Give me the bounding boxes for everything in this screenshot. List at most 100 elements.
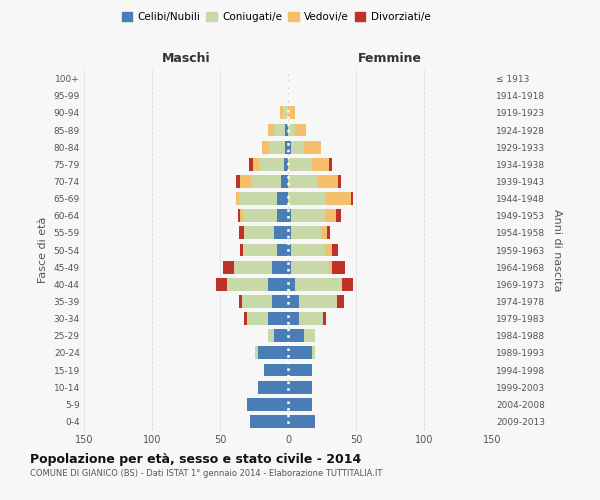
Bar <box>288 244 291 256</box>
Bar <box>272 260 288 274</box>
Bar <box>258 380 288 394</box>
Bar <box>288 158 313 170</box>
Bar <box>288 415 315 428</box>
Bar <box>256 346 258 360</box>
Bar <box>244 226 274 239</box>
Y-axis label: Fasce di età: Fasce di età <box>38 217 48 283</box>
Bar <box>253 158 259 170</box>
Bar <box>328 226 330 239</box>
Bar <box>288 295 299 308</box>
Bar <box>272 295 288 308</box>
Bar <box>291 140 304 153</box>
Bar <box>284 158 288 170</box>
Bar <box>277 244 288 256</box>
Bar <box>243 210 277 222</box>
Bar <box>299 295 337 308</box>
Bar <box>268 124 274 136</box>
Bar <box>259 158 284 170</box>
Bar <box>268 278 288 290</box>
Bar <box>238 210 241 222</box>
Bar <box>250 415 288 428</box>
Bar <box>291 226 320 239</box>
Bar <box>343 278 353 290</box>
Bar <box>338 175 341 188</box>
Bar <box>288 330 304 342</box>
Bar <box>285 124 288 136</box>
Bar <box>233 260 272 274</box>
Bar <box>268 330 274 342</box>
Bar <box>283 106 288 120</box>
Bar <box>262 140 269 153</box>
Bar <box>288 210 291 222</box>
Bar <box>277 192 288 205</box>
Y-axis label: Anni di nascita: Anni di nascita <box>552 209 562 291</box>
Bar <box>281 175 288 188</box>
Bar <box>320 226 328 239</box>
Bar <box>295 124 305 136</box>
Text: Popolazione per età, sesso e stato civile - 2014: Popolazione per età, sesso e stato civil… <box>30 452 361 466</box>
Bar <box>244 312 247 325</box>
Bar <box>247 398 288 410</box>
Bar <box>288 398 313 410</box>
Bar <box>223 260 233 274</box>
Bar <box>291 260 329 274</box>
Bar <box>268 312 288 325</box>
Bar <box>326 192 350 205</box>
Bar <box>236 192 239 205</box>
Bar <box>288 106 295 120</box>
Bar <box>263 364 288 376</box>
Bar <box>304 140 320 153</box>
Bar <box>288 124 295 136</box>
Text: Maschi: Maschi <box>161 52 211 65</box>
Bar <box>291 244 325 256</box>
Bar <box>288 140 291 153</box>
Bar <box>304 330 315 342</box>
Bar <box>323 312 326 325</box>
Bar <box>335 210 341 222</box>
Bar <box>236 175 241 188</box>
Bar <box>288 175 318 188</box>
Bar <box>318 175 338 188</box>
Bar <box>337 295 344 308</box>
Bar <box>239 226 244 239</box>
Bar <box>242 295 272 308</box>
Bar <box>325 210 335 222</box>
Text: Femmine: Femmine <box>358 52 422 65</box>
Bar <box>299 312 323 325</box>
Bar <box>227 278 268 290</box>
Bar <box>313 346 315 360</box>
Bar <box>241 175 251 188</box>
Bar <box>288 346 313 360</box>
Bar <box>247 312 268 325</box>
Bar <box>274 330 288 342</box>
Bar <box>239 295 242 308</box>
Bar <box>248 158 253 170</box>
Legend: Celibi/Nubili, Coniugati/e, Vedovi/e, Divorziati/e: Celibi/Nubili, Coniugati/e, Vedovi/e, Di… <box>118 8 434 26</box>
Bar <box>243 244 277 256</box>
Text: COMUNE DI GIANICO (BS) - Dati ISTAT 1° gennaio 2014 - Elaborazione TUTTITALIA.IT: COMUNE DI GIANICO (BS) - Dati ISTAT 1° g… <box>30 469 382 478</box>
Bar <box>216 278 227 290</box>
Bar <box>332 244 338 256</box>
Bar <box>288 226 291 239</box>
Bar <box>329 260 332 274</box>
Bar <box>291 210 325 222</box>
Bar <box>288 364 313 376</box>
Bar <box>239 192 277 205</box>
Bar <box>288 380 313 394</box>
Bar <box>325 244 332 256</box>
Bar <box>258 346 288 360</box>
Bar <box>329 158 332 170</box>
Bar <box>274 124 285 136</box>
Bar <box>274 226 288 239</box>
Bar <box>280 106 283 120</box>
Bar <box>332 260 345 274</box>
Bar <box>295 278 343 290</box>
Bar <box>241 244 243 256</box>
Bar <box>288 192 326 205</box>
Bar <box>285 140 288 153</box>
Bar <box>313 158 329 170</box>
Bar <box>288 278 295 290</box>
Bar <box>269 140 285 153</box>
Bar <box>350 192 353 205</box>
Bar <box>241 210 243 222</box>
